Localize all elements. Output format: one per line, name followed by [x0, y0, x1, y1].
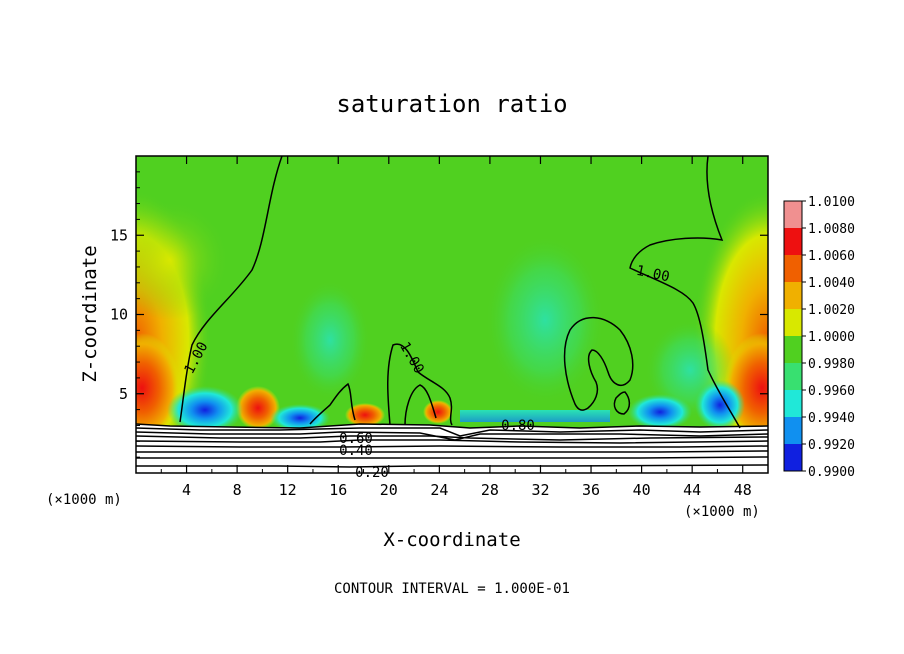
colorbar-label: 1.0080: [808, 222, 855, 237]
y-tick-label: 10: [110, 306, 128, 324]
field-dry-band: [460, 410, 610, 422]
x-tick-label: 36: [582, 481, 600, 499]
contour-0.60: [136, 439, 768, 444]
x-tick-label: 40: [633, 481, 651, 499]
colorbar: 1.0100 1.0080 1.0060 1.0040 1.0020 1.0000 0.99…: [783, 195, 855, 480]
colorbar-swatch: [784, 282, 802, 309]
contour-1.00-center-left: [387, 343, 453, 426]
x-tick-label: 8: [233, 481, 242, 499]
colorbar-swatch: [784, 390, 802, 417]
field-blue-1: [167, 386, 243, 434]
field-blue-3: [628, 394, 692, 430]
chart-title: saturation ratio: [336, 90, 567, 118]
contour-1.00-center-a: [309, 382, 356, 425]
contour-interval-note: CONTOUR INTERVAL = 1.000E-01: [334, 581, 570, 597]
x-unit-label-right: (×1000 m): [684, 504, 760, 520]
x-tick-label: 16: [329, 481, 347, 499]
contour-label-5: 0.60: [339, 431, 373, 447]
x-tick-label: 4: [182, 481, 191, 499]
colorbar-label: 0.9920: [808, 438, 855, 453]
field-dry-mid: [290, 280, 370, 400]
colorbar-label: 0.9900: [808, 465, 855, 480]
x-axis: 4 8 12 16 20 24 28 32 36 40 44 48: [160, 156, 752, 499]
contour-boundary-2: [136, 427, 768, 437]
colorbar-swatch: [784, 201, 802, 228]
field-red-peak-9: [236, 386, 280, 430]
field-dry-center: [485, 235, 605, 405]
colorbar-swatch: [784, 309, 802, 336]
x-tick-label: 28: [481, 481, 499, 499]
contour-boundary-4: [136, 445, 768, 448]
contour-1.00-right: [629, 156, 741, 429]
y-axis: 5 10 15: [110, 171, 768, 458]
y-tick-label: 15: [110, 226, 128, 244]
field-red-peak-19: [345, 403, 385, 427]
colorbar-label: 1.0060: [808, 249, 855, 264]
field-blue-2: [270, 404, 330, 432]
contour-label-4: 0.80: [501, 418, 535, 434]
colorbar-label: 0.9960: [808, 384, 855, 399]
contour-label-3: 1.00: [635, 263, 671, 286]
x-tick-label: 24: [430, 481, 448, 499]
contour-boundary-3: [136, 435, 768, 441]
colorbar-swatch: [784, 444, 802, 471]
contour-1.00-center-b: [404, 384, 437, 426]
contour-0.40: [136, 450, 768, 453]
x-tick-label: 20: [380, 481, 398, 499]
colorbar-label: 1.0100: [808, 195, 855, 210]
contour-1.00-small-loop: [613, 391, 631, 415]
colorbar-label: 1.0000: [808, 330, 855, 345]
colorbar-swatch: [784, 228, 802, 255]
field-mild-left: [136, 200, 230, 320]
colorbar-label: 1.0020: [808, 303, 855, 318]
contour-1.00-left: [179, 156, 283, 423]
x-tick-label: 32: [531, 481, 549, 499]
x-tick-label: 48: [734, 481, 752, 499]
heatmap-field: [136, 156, 768, 473]
contour-boundary-5: [136, 456, 768, 459]
y-axis-label: Z-coordinate: [79, 245, 101, 382]
x-tick-label: 12: [279, 481, 297, 499]
contour-label-6: 0.40: [339, 443, 373, 459]
y-tick-label: 5: [119, 385, 128, 403]
colorbar-swatch: [784, 363, 802, 390]
contour-1.00-loop: [563, 316, 634, 411]
contour-0.20: [136, 464, 768, 468]
contour-boundary-1: [136, 423, 768, 429]
field-boundary-layer: [136, 424, 768, 473]
colorbar-label: 1.0040: [808, 276, 855, 291]
field-red-peak-23: [423, 400, 453, 424]
x-tick-label: 44: [683, 481, 701, 499]
colorbar-swatch: [784, 417, 802, 444]
x-axis-label: X-coordinate: [383, 529, 520, 551]
colorbar-label: 0.9980: [808, 357, 855, 372]
x-unit-label-left: (×1000 m): [46, 492, 122, 508]
colorbar-swatch: [784, 336, 802, 363]
field-blue-4: [695, 380, 745, 430]
contour-lines: [136, 156, 768, 468]
colorbar-swatch: [784, 255, 802, 282]
colorbar-label: 0.9940: [808, 411, 855, 426]
